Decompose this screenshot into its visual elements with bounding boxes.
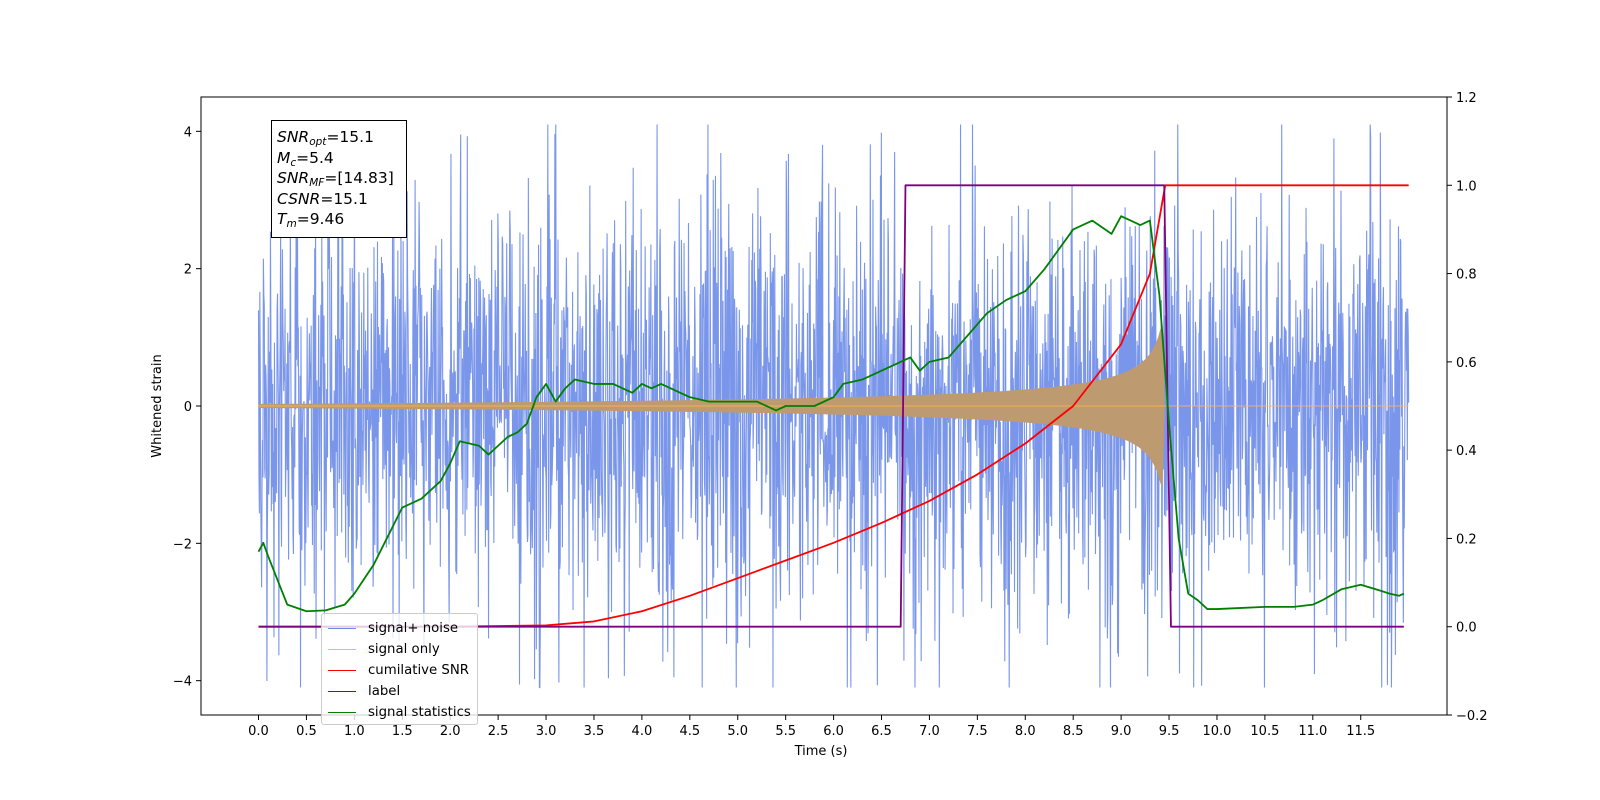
legend-item: signal only xyxy=(328,639,477,660)
legend-label: cumilative SNR xyxy=(368,663,470,678)
x-tick-label: 0.5 xyxy=(296,724,317,739)
x-tick-label: 7.0 xyxy=(919,724,940,739)
cumulative-snr-line xyxy=(258,184,1409,628)
legend-swatch xyxy=(328,649,356,650)
legend-swatch xyxy=(328,691,356,692)
y-axis-right: 1.2 1.0 0.8 0.6 0.4 0.2 0.0 −0.2 xyxy=(1447,91,1488,724)
y-right-tick-label: −0.2 xyxy=(1456,709,1488,724)
parameter-box: SNRopt=15.1 Mc=5.4 SNRMF=[14.83] CSNR=15… xyxy=(271,120,407,238)
chirp-mass-line: Mc=5.4 xyxy=(277,148,334,169)
y-left-tick-label: −2 xyxy=(173,537,192,552)
y-right-tick-label: 0.4 xyxy=(1456,444,1477,459)
label-line xyxy=(258,184,1404,628)
y-right-tick-label: 0.8 xyxy=(1456,268,1477,283)
x-tick-label: 8.0 xyxy=(1015,724,1036,739)
x-axis: 0.0 0.5 1.0 1.5 2.0 2.5 3.0 3.5 4.0 4.5 5.0 5.5 6.0 6… xyxy=(248,715,1375,739)
legend: signal+ noise signal only cumilative SNR… xyxy=(321,613,478,725)
x-axis-label: Time (s) xyxy=(794,744,848,759)
y-left-tick-label: −4 xyxy=(173,675,192,690)
legend-label: signal only xyxy=(368,642,440,657)
x-tick-label: 4.0 xyxy=(632,724,653,739)
legend-swatch xyxy=(328,670,356,671)
x-tick-label: 3.5 xyxy=(584,724,605,739)
legend-label: label xyxy=(368,684,401,699)
x-tick-label: 6.0 xyxy=(823,724,844,739)
legend-label: signal+ noise xyxy=(368,621,459,636)
y-right-tick-label: 0.0 xyxy=(1456,621,1477,636)
legend-swatch xyxy=(328,628,356,629)
snr-opt-line: SNRopt=15.1 xyxy=(277,128,374,148)
csnr-line: CSNR=15.1 xyxy=(277,189,368,208)
x-tick-label: 8.5 xyxy=(1063,724,1084,739)
x-tick-label: 1.5 xyxy=(392,724,413,739)
x-tick-label: 3.0 xyxy=(536,724,557,739)
y-left-tick-label: 2 xyxy=(184,263,192,278)
x-tick-label: 10.5 xyxy=(1250,724,1279,739)
y-right-tick-label: 0.6 xyxy=(1456,356,1477,371)
x-tick-label: 7.5 xyxy=(967,724,988,739)
y-left-tick-label: 4 xyxy=(184,125,192,140)
x-tick-label: 6.5 xyxy=(871,724,892,739)
signal-statistics-line xyxy=(257,215,1405,613)
x-tick-label: 9.5 xyxy=(1159,724,1180,739)
y-right-tick-label: 1.0 xyxy=(1456,179,1477,194)
legend-item: cumilative SNR xyxy=(328,660,477,681)
x-tick-label: 11.5 xyxy=(1346,724,1375,739)
y-right-tick-label: 1.2 xyxy=(1456,91,1477,106)
x-tick-label: 2.0 xyxy=(440,724,461,739)
x-tick-label: 4.5 xyxy=(679,724,700,739)
legend-label: signal statistics xyxy=(368,705,471,720)
y-left-tick-label: 0 xyxy=(184,400,192,415)
x-tick-label: 10.0 xyxy=(1202,724,1231,739)
x-tick-label: 5.0 xyxy=(727,724,748,739)
y-axis-left: 4 2 0 −2 −4 xyxy=(173,125,201,690)
x-tick-label: 2.5 xyxy=(488,724,509,739)
data-layer xyxy=(257,124,1410,689)
x-tick-label: 1.0 xyxy=(344,724,365,739)
snr-mf-line: SNRMF=[14.83] xyxy=(277,169,394,190)
y-right-tick-label: 0.2 xyxy=(1456,532,1477,547)
x-tick-label: 0.0 xyxy=(248,724,269,739)
merger-time-line: Tm=9.46 xyxy=(277,210,345,231)
y-axis-label-left: Whitened strain xyxy=(150,354,165,457)
legend-item: label xyxy=(328,681,477,702)
legend-item: signal+ noise xyxy=(328,618,477,639)
x-tick-label: 5.5 xyxy=(775,724,796,739)
x-tick-label: 11.0 xyxy=(1298,724,1327,739)
x-tick-label: 9.0 xyxy=(1111,724,1132,739)
legend-item: signal statistics xyxy=(328,702,477,723)
legend-swatch xyxy=(328,712,356,713)
